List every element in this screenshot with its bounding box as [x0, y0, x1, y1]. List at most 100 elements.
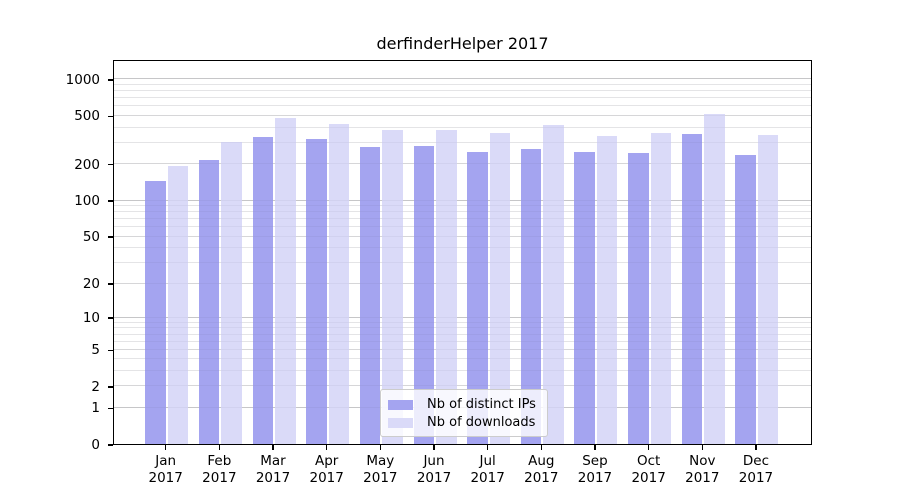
y-tick	[108, 163, 113, 166]
gridline-overlay	[114, 126, 811, 128]
y-tick	[108, 283, 113, 285]
gridline	[114, 83, 811, 85]
legend-item-distinct-ips: Nb of distinct IPs	[388, 396, 539, 413]
gridline	[114, 114, 811, 116]
x-tick	[540, 445, 543, 450]
y-tick-label: 100	[74, 193, 100, 210]
gridline-overlay	[114, 385, 811, 387]
gridline	[114, 78, 811, 80]
bar-downloads	[543, 124, 564, 444]
y-tick	[108, 79, 113, 81]
x-tick	[218, 445, 221, 450]
x-tick	[594, 445, 596, 450]
bar-distinct-ips	[467, 151, 488, 444]
bar-distinct-ips	[735, 154, 756, 444]
x-tick	[272, 445, 274, 450]
y-tick	[108, 407, 113, 410]
bar-distinct-ips	[145, 180, 166, 444]
gridline-overlay	[114, 316, 811, 318]
gridline	[114, 126, 811, 128]
bar-distinct-ips	[359, 147, 381, 444]
bar-downloads	[757, 134, 779, 444]
bar-downloads	[167, 165, 189, 444]
x-tick-label: Feb 2017	[202, 453, 237, 486]
legend-item-downloads: Nb of downloads	[388, 414, 539, 431]
gridline	[114, 316, 811, 318]
x-tick	[325, 445, 328, 450]
gridline	[114, 261, 811, 263]
gridline-overlay	[114, 83, 811, 85]
gridline-overlay	[114, 114, 811, 116]
gridline	[114, 282, 811, 284]
x-tick-label: Dec 2017	[738, 453, 774, 486]
gridline	[114, 218, 811, 220]
gridline	[114, 90, 811, 92]
gridline-overlay	[114, 358, 811, 360]
gridline-overlay	[114, 321, 811, 323]
bar-distinct-ips	[198, 160, 220, 444]
gridline-overlay	[114, 282, 811, 284]
gridline-overlay	[114, 105, 811, 107]
gridline-overlay	[114, 247, 811, 249]
x-tick-label: Nov 2017	[685, 453, 720, 486]
gridline-overlay	[114, 78, 811, 80]
y-tick	[108, 386, 113, 388]
gridline-overlay	[114, 261, 811, 263]
gridline-overlay	[114, 205, 811, 207]
bar-distinct-ips	[252, 137, 274, 444]
bar-downloads	[328, 123, 350, 444]
x-tick-label: Jan 2017	[148, 453, 183, 486]
bar-downloads	[596, 135, 618, 444]
gridline-overlay	[114, 199, 811, 201]
y-tick	[108, 317, 113, 319]
gridline-overlay	[114, 333, 811, 335]
gridline	[114, 321, 811, 323]
gridline-overlay	[114, 141, 811, 143]
gridline	[114, 385, 811, 387]
bar-downloads	[382, 129, 403, 444]
gridline	[114, 211, 811, 213]
x-tick	[433, 445, 435, 450]
bar-distinct-ips	[574, 151, 595, 444]
gridline-overlay	[114, 218, 811, 220]
bar-distinct-ips	[681, 134, 703, 444]
gridline	[114, 370, 811, 372]
gridline	[114, 358, 811, 360]
x-tick-label: Apr 2017	[309, 453, 344, 486]
x-tick-label: Mar 2017	[255, 453, 291, 486]
y-tick	[108, 236, 113, 238]
gridline	[114, 105, 811, 107]
gridline	[114, 235, 811, 237]
bar-downloads	[436, 130, 457, 444]
gridline-overlay	[114, 163, 811, 165]
y-tick	[108, 349, 113, 352]
x-tick-label: May 2017	[363, 453, 398, 486]
y-tick-label: 200	[74, 156, 100, 173]
x-tick-label: Aug 2017	[524, 453, 559, 486]
y-tick-label: 50	[82, 229, 100, 246]
bar-downloads	[221, 142, 242, 444]
x-tick	[164, 445, 167, 450]
bar-distinct-ips	[306, 138, 327, 444]
gridline	[114, 348, 811, 350]
y-tick	[108, 200, 113, 202]
y-tick-label: 0	[91, 437, 100, 453]
legend-swatch-distinct-ips-icon	[388, 399, 413, 410]
bar-downloads	[489, 133, 511, 444]
gridline	[114, 327, 811, 329]
gridline	[114, 97, 811, 99]
gridline-overlay	[114, 370, 811, 372]
y-tick-label: 20	[82, 276, 100, 293]
y-tick-label: 1000	[65, 71, 100, 88]
x-tick-label: Sep 2017	[577, 453, 613, 486]
x-tick	[486, 445, 489, 450]
gridline-overlay	[114, 211, 811, 213]
gridline	[114, 340, 811, 342]
y-tick-label: 10	[82, 310, 100, 327]
gridline-overlay	[114, 90, 811, 92]
y-tick-label: 500	[74, 108, 100, 125]
x-tick	[701, 445, 704, 450]
gridline	[114, 226, 811, 228]
bar-distinct-ips	[413, 145, 434, 444]
bar-downloads	[704, 114, 725, 444]
